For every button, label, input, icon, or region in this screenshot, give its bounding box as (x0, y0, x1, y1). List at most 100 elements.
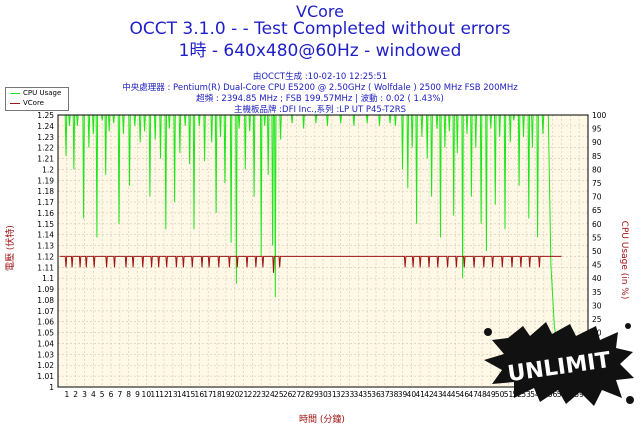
test-config: 1時 - 640x480@60Hz - windowed (178, 41, 462, 61)
x-tick-label: 17 (203, 390, 213, 399)
y-left-tick-label: 1.15 (37, 220, 54, 229)
legend-swatch-vcore (10, 103, 20, 104)
x-tick-label: 27 (292, 390, 302, 399)
y-left-tick-label: 1 (49, 383, 54, 392)
x-tick-label: 1 (64, 390, 69, 399)
y-left-tick-label: 1.08 (37, 296, 54, 305)
y-left-tick-label: 1.06 (37, 318, 54, 327)
x-tick-label: 11 (150, 390, 160, 399)
legend-label-cpu: CPU Usage (23, 89, 62, 97)
x-tick-label: 43 (433, 390, 443, 399)
legend-item-vcore: VCore (6, 98, 68, 108)
y-right-tick-label: 35 (592, 288, 602, 297)
y-right-tick-label: 50 (592, 247, 602, 256)
y-right-tick-label: 90 (592, 138, 602, 147)
x-tick-label: 8 (126, 390, 131, 399)
x-tick-label: 39 (398, 390, 408, 399)
x-tick-label: 6 (109, 390, 114, 399)
x-tick-label: 44 (442, 390, 452, 399)
y-left-tick-label: 1.19 (37, 176, 54, 185)
y-right-tick-label: 95 (592, 125, 602, 134)
chart-title: VCore (296, 2, 344, 21)
x-tick-label: 4 (91, 390, 96, 399)
x-tick-label: 20 (230, 390, 240, 399)
x-tick-label: 29 (309, 390, 319, 399)
x-tick-label: 54 (530, 390, 540, 399)
y-left-tick-label: 1.13 (37, 242, 54, 251)
x-tick-label: 40 (407, 390, 417, 399)
y-left-tick-label: 1.17 (37, 198, 54, 207)
x-tick-label: 46 (460, 390, 470, 399)
x-tick-label: 12 (159, 390, 169, 399)
x-tick-label: 15 (186, 390, 196, 399)
x-tick-label: 9 (135, 390, 140, 399)
x-tick-label: 13 (168, 390, 178, 399)
x-tick-label: 5 (100, 390, 105, 399)
info-cpu: 中央處理器 : Pentium(R) Dual-Core CPU E5200 @… (122, 83, 518, 93)
x-tick-label: 16 (195, 390, 205, 399)
x-tick-label: 28 (301, 390, 311, 399)
y-right-tick-label: 25 (592, 315, 602, 324)
x-tick-label: 22 (248, 390, 258, 399)
y-left-tick-label: 1.07 (37, 307, 54, 316)
x-tick-label: 34 (354, 390, 364, 399)
x-tick-label: 33 (345, 390, 355, 399)
y-left-tick-label: 1.04 (37, 339, 54, 348)
y-right-tick-label: 40 (592, 274, 602, 283)
x-tick-label: 53 (521, 390, 531, 399)
info-overclock: 超頻 : 2394.85 MHz ; FSB 199.57MHz | 波動 : … (196, 94, 444, 104)
y-axis-right-label: CPU Usage (in %) (619, 221, 629, 300)
x-tick-label: 10 (142, 390, 152, 399)
y-left-tick-label: 1.18 (37, 187, 54, 196)
y-left-tick-label: 1.14 (37, 231, 54, 240)
y-right-tick-label: 65 (592, 206, 602, 215)
y-left-tick-label: 1.24 (37, 122, 54, 131)
x-tick-label: 59 (574, 390, 584, 399)
chart-subtitle: OCCT 3.1.0 - - Test Completed without er… (129, 19, 511, 39)
y-left-tick-label: 1.16 (37, 209, 54, 218)
x-tick-label: 45 (451, 390, 461, 399)
x-tick-label: 31 (327, 390, 337, 399)
y-left-tick-label: 1.01 (37, 372, 54, 381)
plot-border (57, 114, 589, 388)
x-tick-label: 36 (371, 390, 381, 399)
x-tick-label: 24 (265, 390, 275, 399)
y-axis-left-label: 電壓 (伏特) (4, 225, 16, 271)
left-ticks: 1 1.01 1.02 1.03 1.041.05 1.06 1.07 1.08 1.09 1.1… (37, 111, 54, 392)
y-left-tick-label: 1.05 (37, 329, 54, 338)
x-tick-label: 51 (504, 390, 514, 399)
x-tick-label: 21 (239, 390, 249, 399)
x-axis-label: 時間 (分鐘) (299, 413, 345, 425)
grid (57, 114, 588, 388)
y-left-tick-label: 1.2 (42, 165, 54, 174)
x-tick-label: 48 (477, 390, 487, 399)
unlimit-logo: UNLIMIT (484, 322, 634, 406)
y-left-tick-label: 1.02 (37, 361, 54, 370)
x-tick-label: 14 (177, 390, 187, 399)
y-right-tick-label: 45 (592, 261, 602, 270)
x-tick-label: 2 (73, 390, 78, 399)
x-tick-label: 26 (283, 390, 293, 399)
y-right-tick-label: 60 (592, 220, 602, 229)
x-tick-label: 41 (415, 390, 425, 399)
series-vcore-line (59, 255, 562, 273)
x-tick-label: 23 (256, 390, 266, 399)
y-right-tick-label: 55 (592, 233, 602, 242)
x-tick-label: 37 (380, 390, 390, 399)
x-tick-label: 38 (389, 390, 399, 399)
legend-label-vcore: VCore (23, 99, 44, 107)
y-right-tick-label: 80 (592, 165, 602, 174)
y-left-tick-label: 1.22 (37, 144, 54, 153)
x-tick-label: 42 (424, 390, 434, 399)
y-left-tick-label: 1.09 (37, 285, 54, 294)
y-left-tick-label: 1.03 (37, 350, 54, 359)
x-tick-label: 19 (221, 390, 231, 399)
x-tick-label: 3 (82, 390, 87, 399)
y-left-tick-label: 1.1 (42, 274, 54, 283)
y-left-tick-label: 1.11 (37, 263, 54, 272)
x-tick-label: 7 (117, 390, 122, 399)
x-tick-label: 47 (468, 390, 478, 399)
y-right-tick-label: 30 (592, 301, 602, 310)
y-left-tick-label: 1.25 (37, 111, 54, 120)
